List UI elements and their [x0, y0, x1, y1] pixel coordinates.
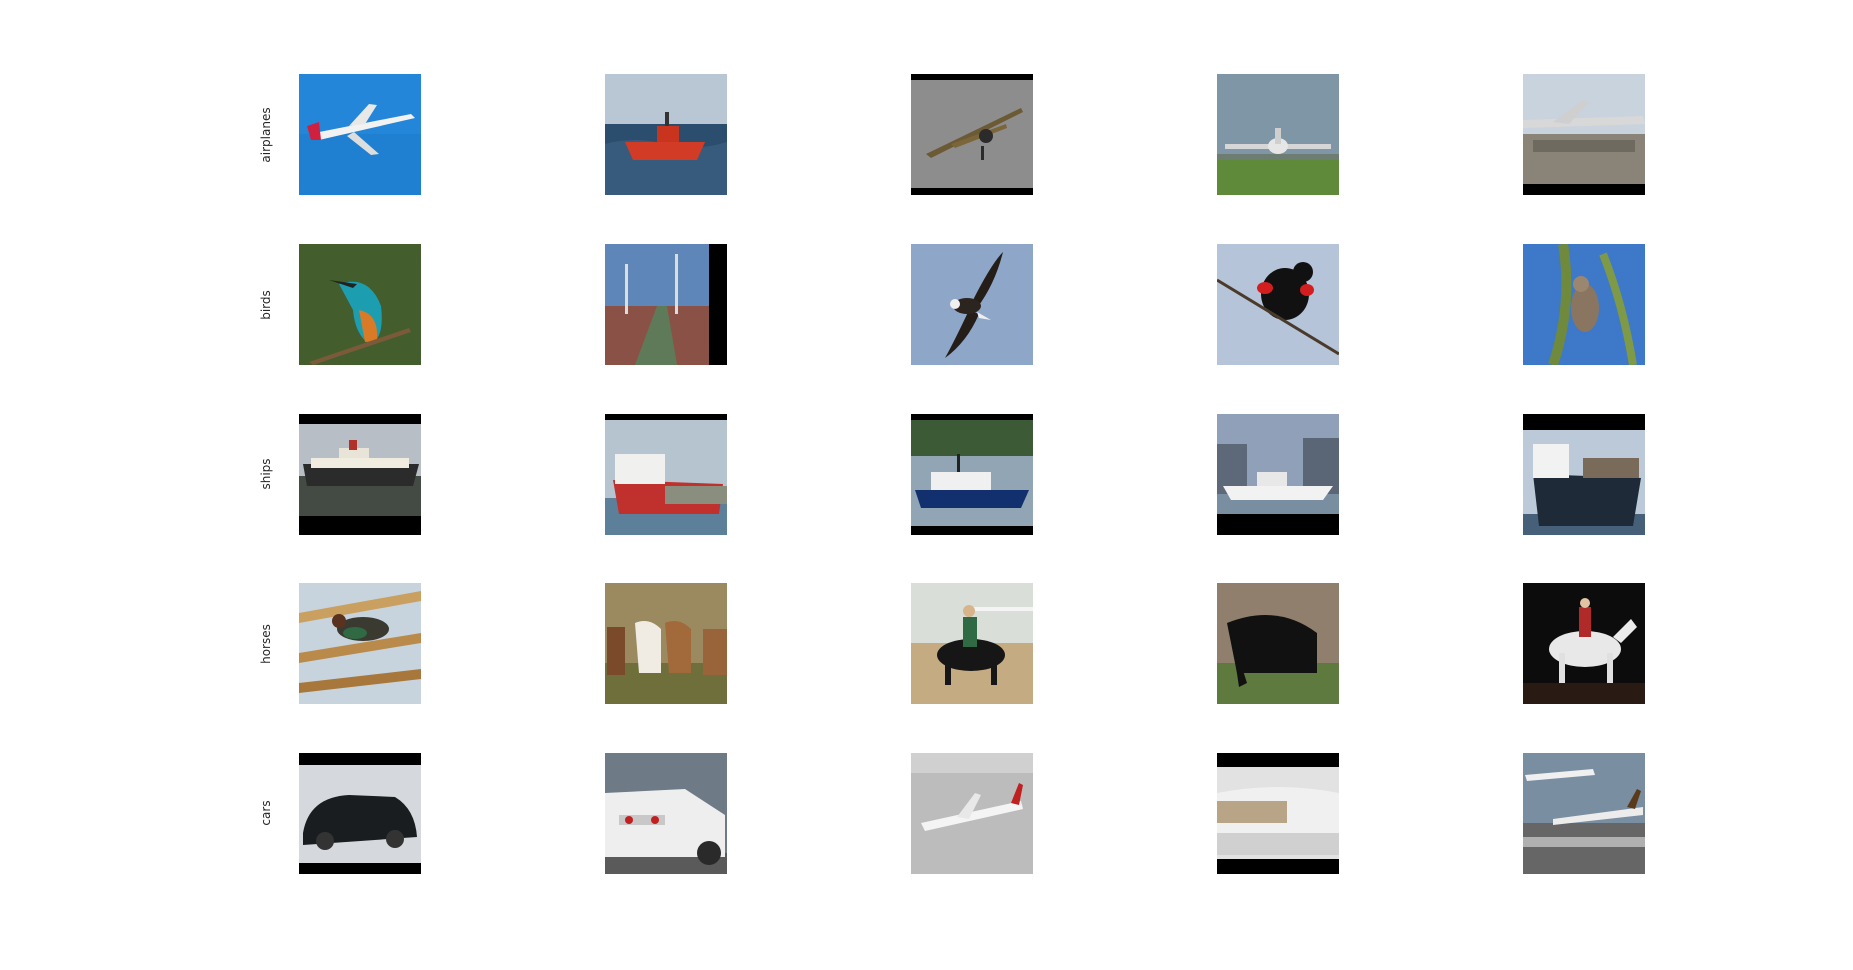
image-birds-4 — [1217, 244, 1339, 365]
image-horses-5 — [1523, 583, 1645, 704]
bird-tree-image — [1523, 244, 1645, 365]
image-cars-3 — [911, 753, 1033, 874]
image-airplanes-4 — [1217, 74, 1339, 195]
white-car-rear-image — [605, 753, 727, 874]
airliners-airport-image — [1523, 753, 1645, 874]
image-cars-5 — [1523, 753, 1645, 874]
white-ship-city-image — [1217, 414, 1339, 535]
image-birds-5 — [1523, 244, 1645, 365]
red-winged-blackbird-image — [1217, 244, 1339, 365]
image-ships-1 — [299, 414, 421, 535]
image-horses-3 — [911, 583, 1033, 704]
rider-dark-horse-image — [911, 583, 1033, 704]
image-airplanes-3 — [911, 74, 1033, 195]
image-airplanes-5 — [1523, 74, 1645, 195]
image-ships-3 — [911, 414, 1033, 535]
cargo-ship-dark-image — [1523, 414, 1645, 535]
airplane-blue-sky-image — [299, 74, 421, 195]
white-car-front-image — [1217, 753, 1339, 874]
cruise-ship-image — [299, 414, 421, 535]
image-airplanes-1 — [299, 74, 421, 195]
image-ships-4 — [1217, 414, 1339, 535]
bird-reeds-image — [299, 583, 421, 704]
image-cars-2 — [605, 753, 727, 874]
kingfisher-branch-image — [299, 244, 421, 365]
ship-red-sea-image — [605, 74, 727, 195]
cargo-ship-red-image — [605, 414, 727, 535]
image-ships-2 — [605, 414, 727, 535]
image-cars-1 — [299, 753, 421, 874]
biplane-gray-image — [911, 74, 1033, 195]
image-horses-1 — [299, 583, 421, 704]
fishing-boat-image — [911, 414, 1033, 535]
black-horse-grazing-image — [1217, 583, 1339, 704]
image-cars-4 — [1217, 753, 1339, 874]
black-car-garage-image — [299, 753, 421, 874]
ship-deck-image — [605, 244, 727, 365]
airliner-airport-image — [911, 753, 1033, 874]
image-birds-1 — [299, 244, 421, 365]
image-ships-5 — [1523, 414, 1645, 535]
image-birds-3 — [911, 244, 1033, 365]
two-horses-image — [605, 583, 727, 704]
image-horses-2 — [605, 583, 727, 704]
image-airplanes-2 — [605, 74, 727, 195]
jet-tarmac-image — [1523, 74, 1645, 195]
eagle-flying-image — [911, 244, 1033, 365]
white-horse-rider-image — [1523, 583, 1645, 704]
airliner-runway-image — [1217, 74, 1339, 195]
image-horses-4 — [1217, 583, 1339, 704]
image-birds-2 — [605, 244, 727, 365]
